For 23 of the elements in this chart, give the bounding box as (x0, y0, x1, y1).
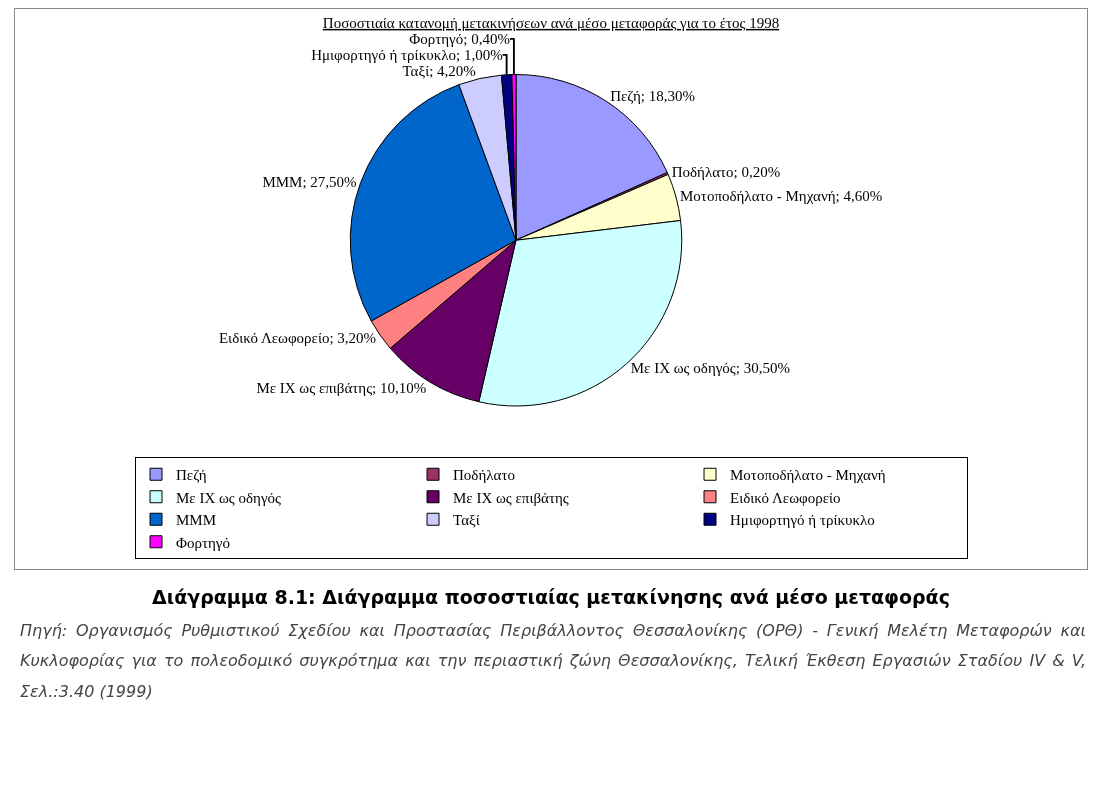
legend-label: Πεζή (176, 467, 207, 484)
legend-label: Ημιφορτηγό ή τρίκυκλο (730, 512, 875, 529)
legend-label: Μοτοποδήλατο - Μηχανή (730, 467, 886, 484)
chart-title: Ποσοστιαία κατανομή μετακινήσεων ανά μέσο μεταφοράς για το έτος 1998 (322, 14, 780, 31)
text: Πηγή: Οργανισμός Ρυθμιστικού Σχεδίου και Προστασίας Περιβάλλοντος Θεσσαλονίκης (ΟΡΘ) - Γενική Μελέτη Μεταφορών και Κυκλοφορίας για το πολεοδομικό συγκρότημα και την περιαστική ζώνη Θεσσαλονίκης, Τελική Έκθεση Εργασιών Σταδίου IV & V, Σελ.:3.40 (1999) (20, 620, 1086, 703)
legend-label: Με ΙΧ ως οδηγός (176, 489, 282, 506)
legend-label: Ταξί (453, 512, 480, 529)
data-label: Με ΙΧ ως οδηγός; 30,50% (630, 359, 790, 376)
data-label: Με ΙΧ ως επιβάτης; 10,10% (256, 379, 427, 396)
legend-label: Φορτηγό (176, 534, 230, 551)
data-label: ΜΜΜ; 27,50% (262, 173, 357, 190)
legend-label: ΜΜΜ (176, 512, 217, 529)
data-label: Ποδήλατο; 0,20% (671, 164, 781, 181)
data-label: Μοτοποδήλατο - Μηχανή; 4,60% (680, 188, 883, 205)
data-label: Πεζή; 18,30% (610, 87, 695, 104)
data-label: Ειδικό Λεωφορείο; 3,20% (218, 329, 377, 346)
text: Διάγραμμα 8.1: Διάγραμμα ποσοστιαίας μετακίνησης ανά μέσο μεταφοράς (151, 586, 951, 608)
data-label: Φορτηγό; 0,40% (409, 30, 510, 47)
legend-label: Ποδήλατο (453, 467, 515, 484)
legend-label: Ειδικό Λεωφορείο (730, 489, 841, 506)
data-label: Ταξί; 4,20% (402, 62, 476, 79)
legend-label: Με ΙΧ ως επιβάτης (453, 489, 569, 506)
data-label: Ημιφορτηγό ή τρίκυκλο; 1,00% (311, 46, 503, 63)
